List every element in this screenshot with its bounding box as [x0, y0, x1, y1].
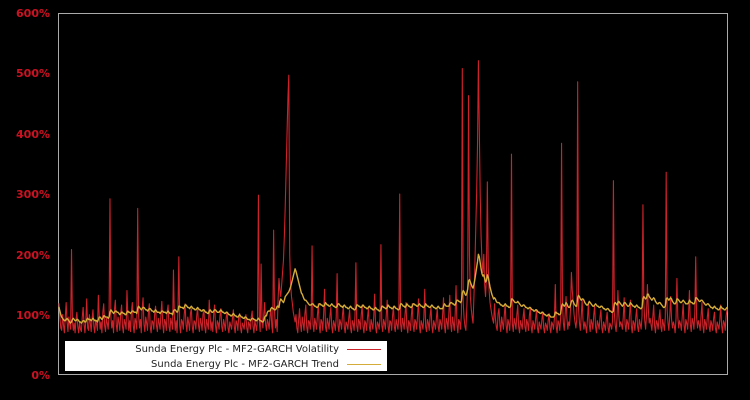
series-line-trend — [58, 253, 728, 324]
series-line-volatility — [58, 60, 728, 334]
y-axis-tick-500: 500% — [16, 67, 50, 80]
y-axis-tick-400: 400% — [16, 128, 50, 141]
series-group — [58, 60, 728, 334]
legend-label-trend: Sunda Energy Plc - MF2-GARCH Trend — [151, 359, 339, 370]
legend-item-volatility: Sunda Energy Plc - MF2-GARCH Volatility — [66, 342, 386, 357]
legend-swatch-volatility — [347, 349, 381, 350]
y-axis-tick-300: 300% — [16, 188, 50, 201]
y-axis-tick-200: 200% — [16, 249, 50, 262]
y-axis-tick-600: 600% — [16, 7, 50, 20]
legend-swatch-trend — [347, 364, 381, 365]
chart-legend: Sunda Energy Plc - MF2-GARCH Volatility … — [65, 341, 387, 371]
legend-label-volatility: Sunda Energy Plc - MF2-GARCH Volatility — [135, 344, 339, 355]
y-axis-tick-100: 100% — [16, 309, 50, 322]
y-axis-tick-0: 0% — [31, 369, 50, 382]
legend-item-trend: Sunda Energy Plc - MF2-GARCH Trend — [66, 357, 386, 372]
